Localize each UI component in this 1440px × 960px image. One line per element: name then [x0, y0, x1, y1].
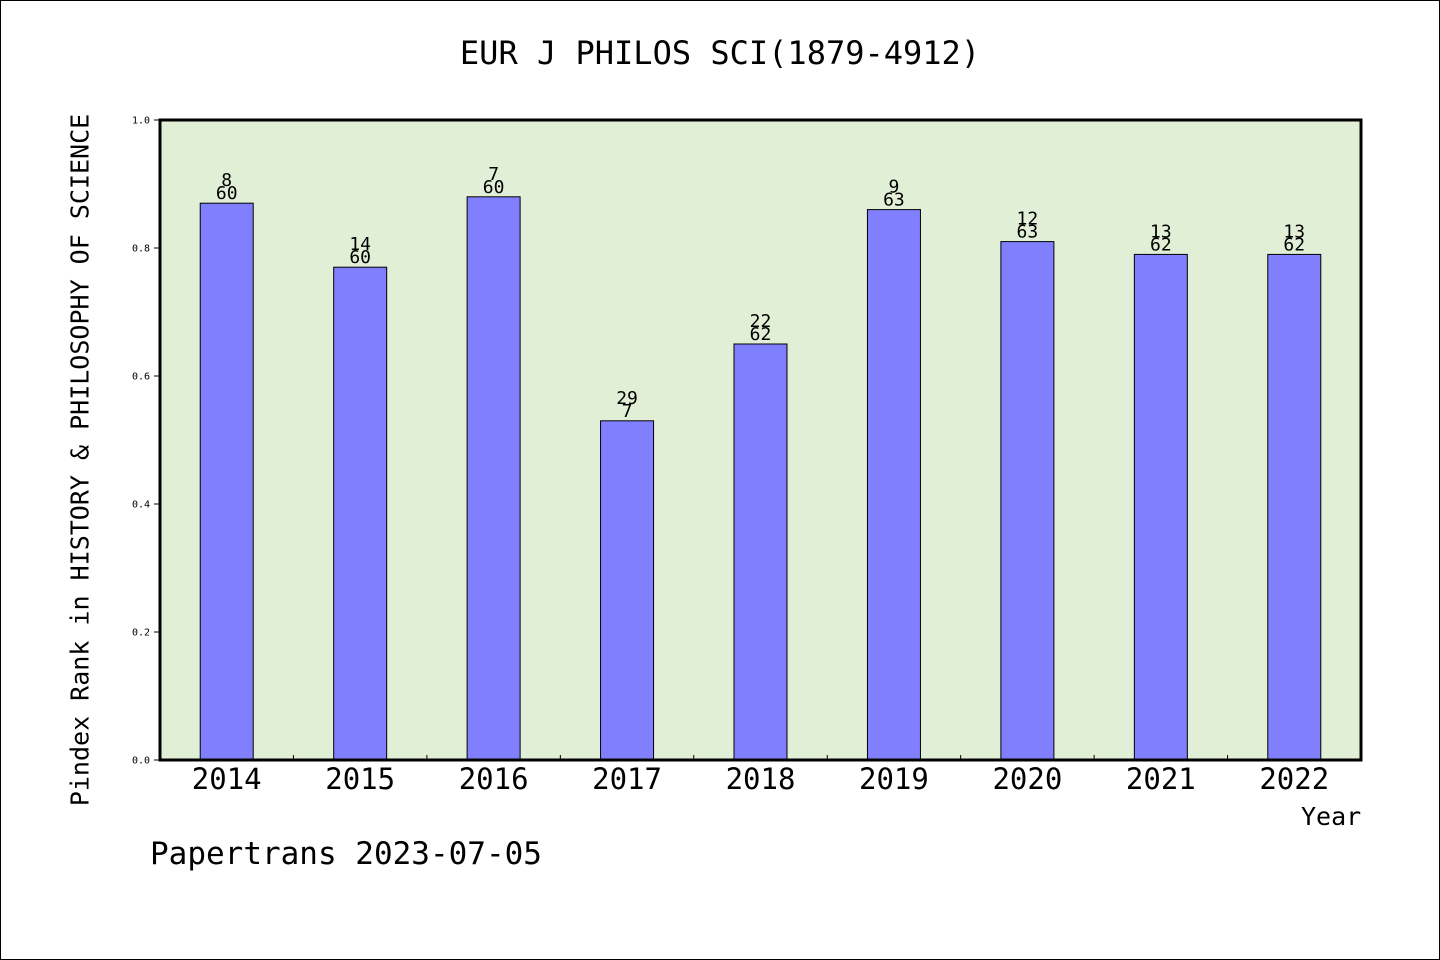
y-tick-label: 0.6 — [132, 372, 150, 383]
bar — [866, 209, 921, 761]
x-tick-label: 2020 — [992, 762, 1062, 796]
bar-rank-label: 22 — [750, 311, 772, 332]
x-tick-label: 2021 — [1126, 762, 1196, 796]
bar — [733, 343, 788, 761]
y-tick-label: 0.2 — [132, 628, 150, 639]
bar-rank-label: 9 — [889, 177, 900, 198]
bar-series — [199, 196, 1322, 761]
x-tick-label: 2018 — [726, 762, 796, 796]
bar-total-label: 7 — [622, 401, 633, 422]
bar-rank-label: 13 — [1150, 221, 1172, 242]
y-tick-label: 0.4 — [132, 500, 150, 511]
bar-rank-label: 12 — [1017, 209, 1039, 230]
bar-rank-label: 29 — [616, 388, 638, 409]
bar — [333, 266, 388, 761]
x-tick-label: 2014 — [192, 762, 262, 796]
bar — [466, 196, 521, 761]
y-tick-label: 1.0 — [132, 116, 150, 127]
y-axis: 0.0 0.2 0.4 0.6 0.8 1.0 — [132, 116, 160, 767]
y-tick-label: 0.0 — [132, 756, 150, 767]
bar-total-label: 62 — [1283, 234, 1305, 255]
bar-total-label: 60 — [349, 247, 371, 268]
bar-total-label: 63 — [1017, 222, 1039, 243]
x-tick-label: 2015 — [325, 762, 395, 796]
x-axis-title: Year — [1301, 802, 1362, 831]
y-tick-label: 0.8 — [132, 244, 150, 255]
bar-total-label: 60 — [483, 177, 505, 198]
bar — [600, 420, 655, 761]
bar-rank-label: 13 — [1283, 221, 1305, 242]
x-tick-label: 2017 — [592, 762, 662, 796]
bar-total-label: 62 — [750, 324, 772, 345]
footer-stamp: Papertrans 2023-07-05 — [150, 836, 542, 872]
bar-rank-label: 14 — [349, 234, 371, 255]
bar — [1133, 253, 1188, 761]
chart-title: EUR J PHILOS SCI(1879-4912) — [459, 34, 981, 72]
bar-total-label: 60 — [216, 183, 238, 204]
x-tick-labels: 2014 2015 2016 2017 2018 2019 2020 2021 2022 — [192, 762, 1329, 796]
bar-total-label: 62 — [1150, 234, 1172, 255]
x-tick-label: 2022 — [1259, 762, 1329, 796]
x-tick-label: 2019 — [859, 762, 929, 796]
bar — [1267, 253, 1322, 761]
bar-rank-label: 8 — [221, 170, 232, 191]
plot-border — [158, 118, 1363, 762]
bar — [199, 202, 254, 761]
bar — [1000, 241, 1055, 761]
bar-rank-label: 7 — [488, 164, 499, 185]
x-tick-label: 2016 — [459, 762, 529, 796]
bar-total-label: 63 — [883, 190, 905, 211]
